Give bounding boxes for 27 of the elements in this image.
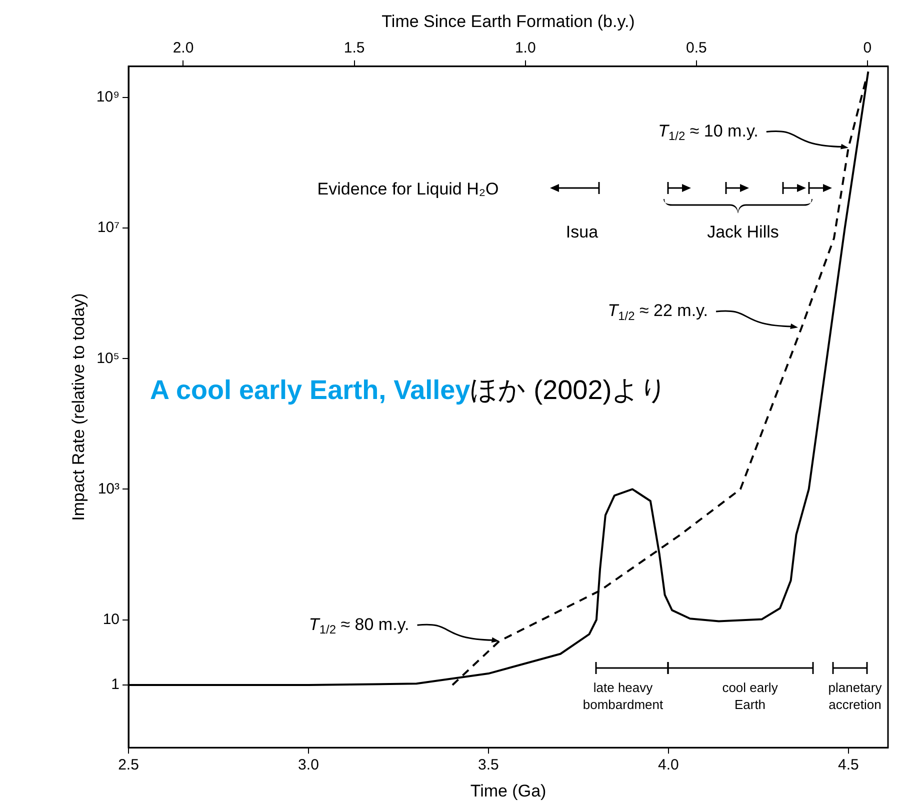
x-tick-label: 2.5 [118,756,139,774]
y-axis-title: Impact Rate (relative to today) [68,293,88,521]
y-tick-label: 10⁹ [96,88,120,106]
x2-tick-label: 1.5 [344,40,365,57]
y-tick-label: 10 [102,610,120,628]
annotation: Isua [566,222,599,242]
y-tick-label: 10³ [98,480,120,498]
annotation: Jack Hills [707,222,779,242]
x-axis-title: Time (Ga) [470,781,546,800]
annotation: late heavy bombardment [582,680,664,712]
annotation: ほか (2002)より [470,375,668,405]
x2-tick-label: 2.0 [172,40,194,57]
x-tick-label: 4.0 [658,756,679,774]
x-tick-label: 3.5 [478,756,499,774]
annotation: planetary accretion [828,680,882,712]
y-tick-label: 10⁵ [96,350,120,367]
x2-tick-label: 0 [863,40,872,57]
x-tick-label: 3.0 [298,756,319,774]
y-tick-label: 10⁷ [97,219,120,236]
annotation: cool early Earth [722,680,778,712]
annotation: Evidence for Liquid H₂O [317,180,499,199]
x-tick-label: 4.5 [838,756,859,774]
x2-tick-label: 1.0 [514,40,536,57]
x2-tick-label: 0.5 [686,40,707,57]
x2-axis-title: Time Since Earth Formation (b.y.) [382,12,635,31]
annotation: A cool early Earth, Valley [150,375,470,405]
y-tick-label: 1 [111,676,120,694]
